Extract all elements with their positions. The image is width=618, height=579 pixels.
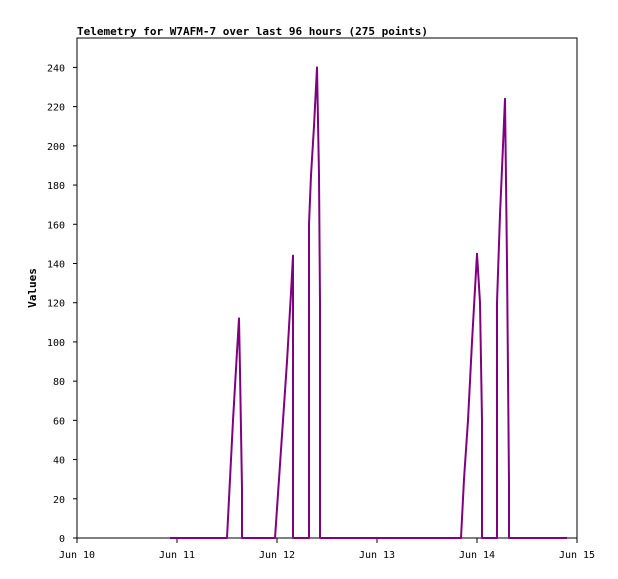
series-layer bbox=[170, 66, 567, 539]
x-tick-label: Jun 11 bbox=[159, 550, 195, 561]
y-tick-label: 20 bbox=[53, 495, 65, 506]
y-tick-label: 180 bbox=[47, 181, 65, 192]
x-axis-ticks: Jun 10 Jun 11 Jun 12 Jun 13 Jun 14 Jun 15 bbox=[59, 538, 595, 561]
y-tick-label: 0 bbox=[59, 534, 65, 545]
x-tick-label: Jun 10 bbox=[59, 550, 95, 561]
y-tick-label: 160 bbox=[47, 220, 65, 231]
y-axis-label: Values bbox=[26, 268, 39, 308]
chart-title: Telemetry for W7AFM-7 over last 96 hours… bbox=[77, 25, 428, 38]
x-tick-label: Jun 14 bbox=[459, 550, 495, 561]
y-tick-label: 100 bbox=[47, 338, 65, 349]
y-tick-label: 200 bbox=[47, 142, 65, 153]
plot-area bbox=[76, 37, 578, 539]
series-line bbox=[170, 66, 567, 539]
x-tick-label: Jun 13 bbox=[359, 550, 395, 561]
y-axis-ticks: 0 20 40 60 80 100 120 140 160 180 200 220 240 bbox=[47, 63, 77, 545]
y-tick-label: 220 bbox=[47, 103, 65, 114]
y-tick-label: 140 bbox=[47, 259, 65, 270]
y-tick-label: 80 bbox=[53, 377, 65, 388]
y-tick-label: 60 bbox=[53, 416, 65, 427]
y-tick-label: 240 bbox=[47, 63, 65, 74]
x-tick-label: Jun 15 bbox=[559, 550, 595, 561]
y-tick-label: 120 bbox=[47, 299, 65, 310]
x-tick-label: Jun 12 bbox=[259, 550, 295, 561]
y-tick-label: 40 bbox=[53, 456, 65, 467]
